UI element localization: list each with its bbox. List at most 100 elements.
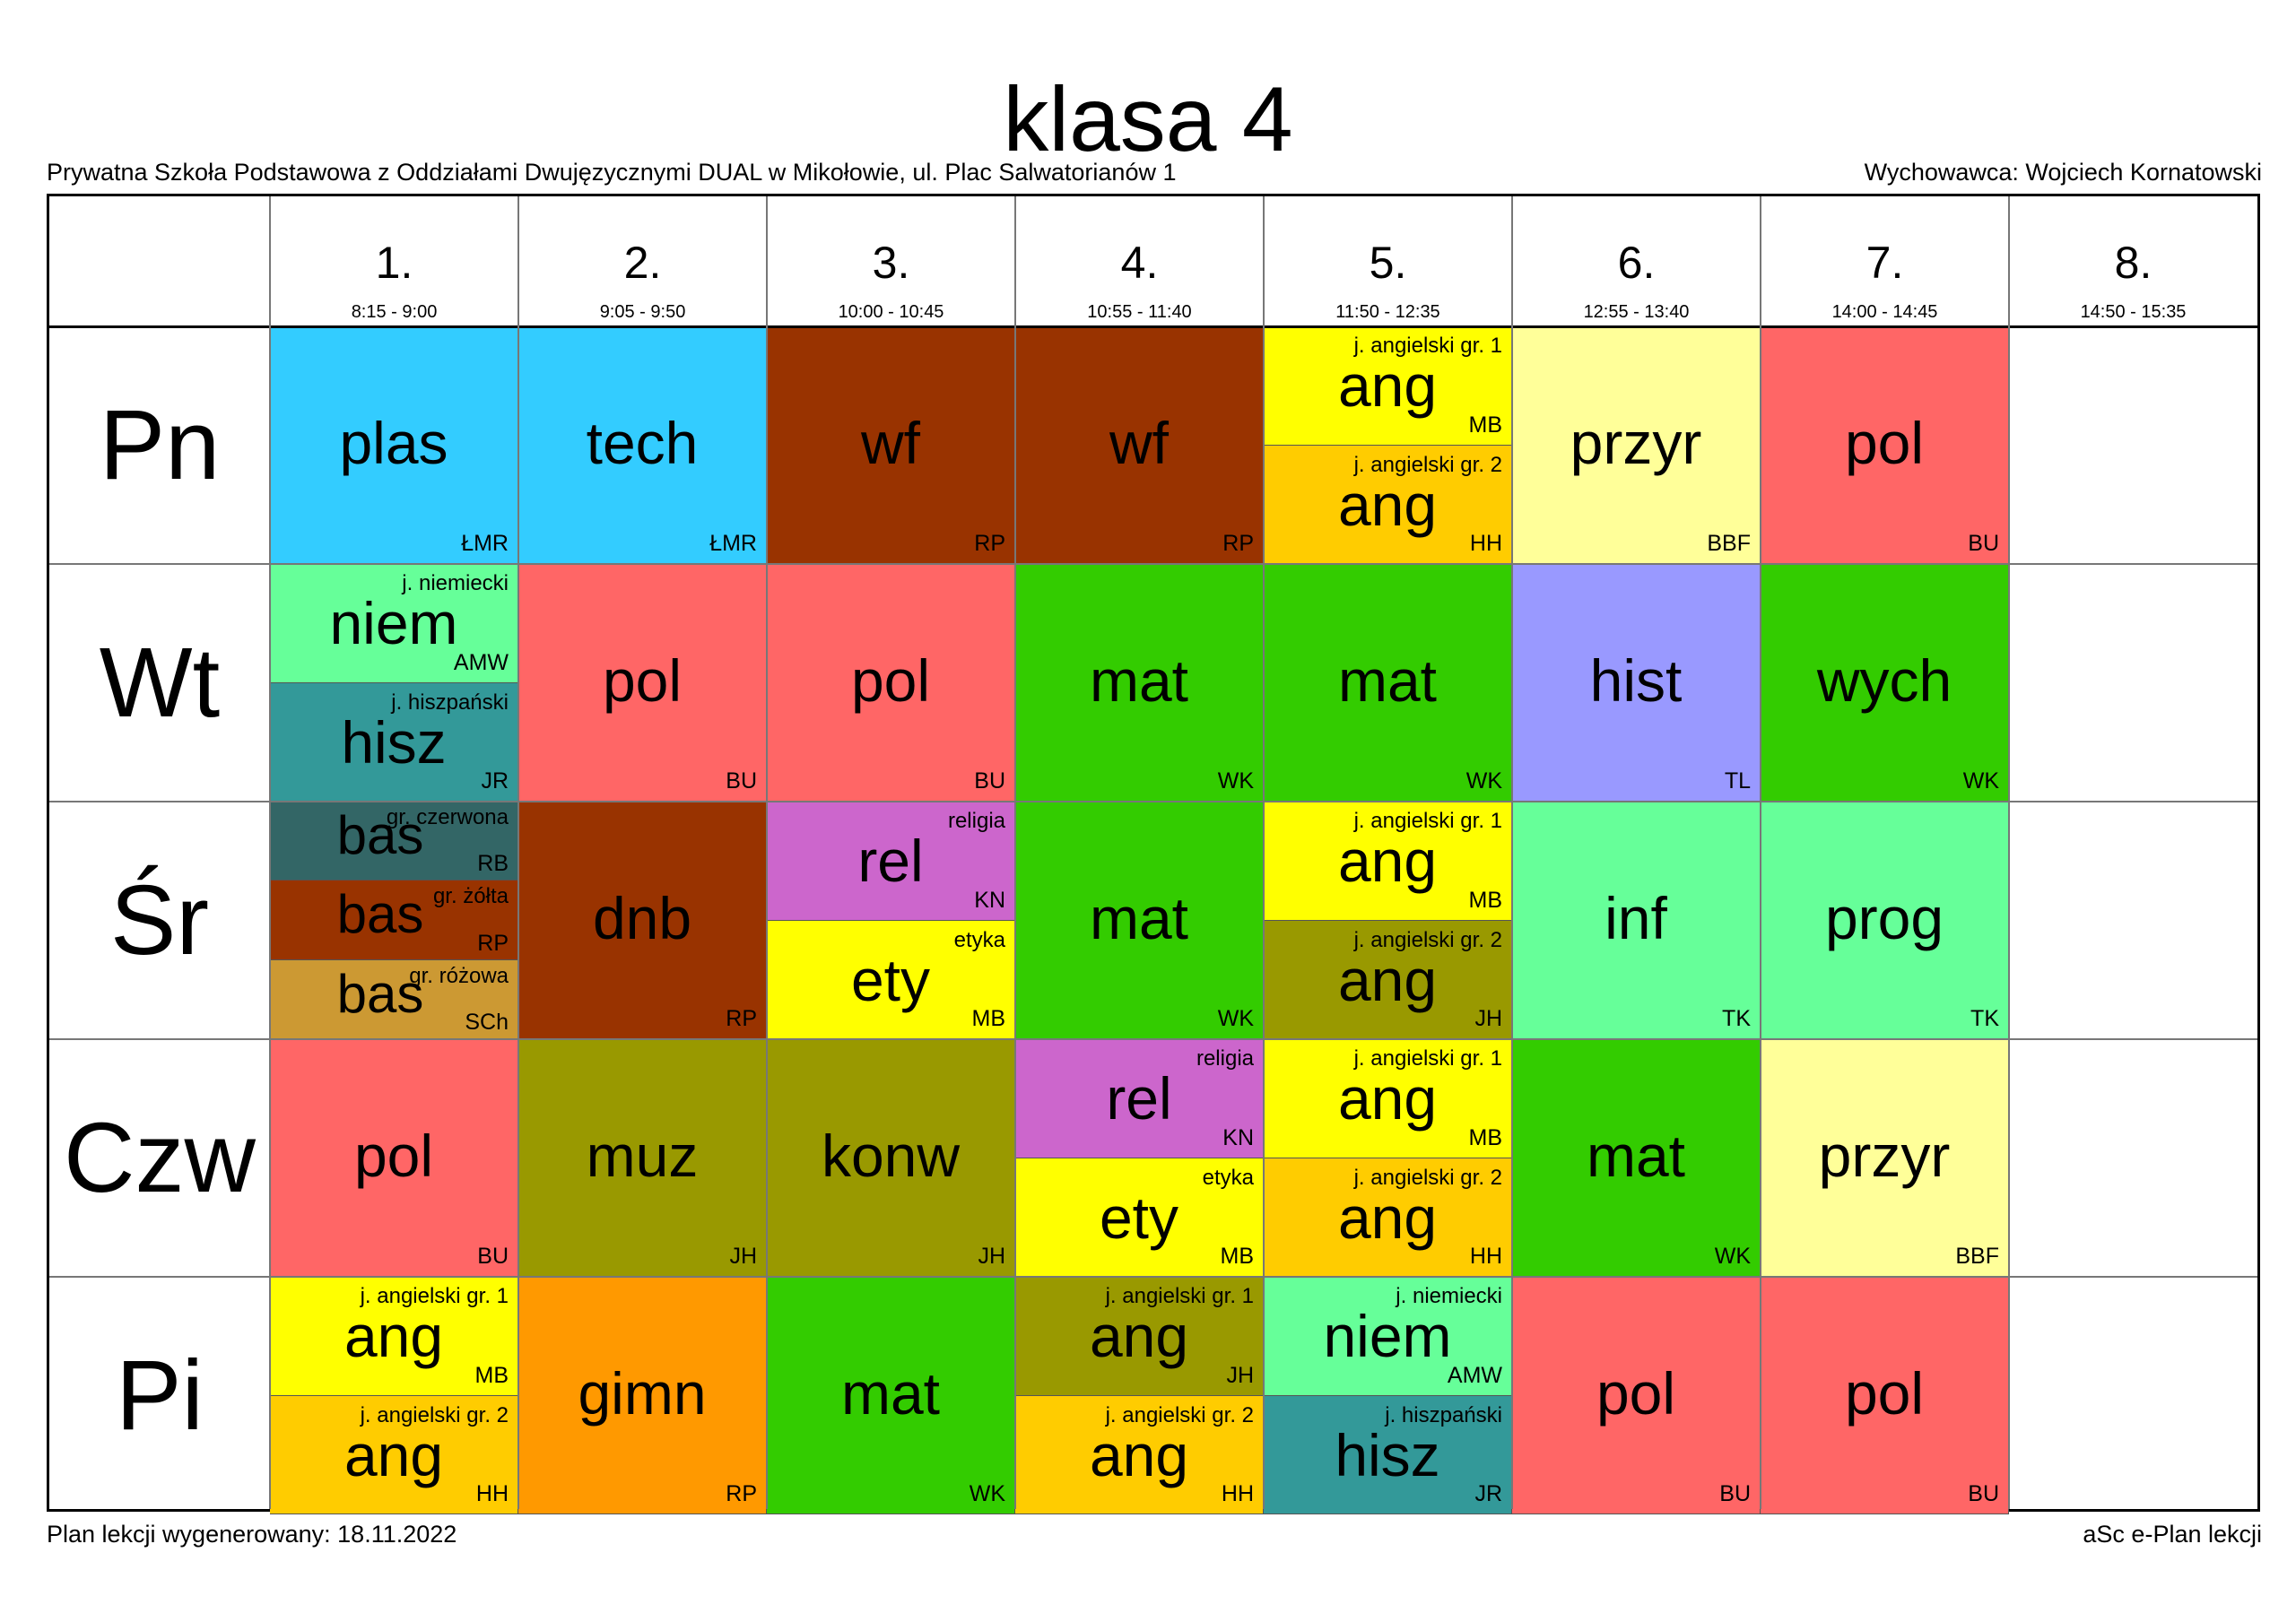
lesson-cell[interactable]: konw JH	[767, 1039, 1015, 1277]
lesson-cell[interactable]: mat WK	[767, 1277, 1015, 1514]
lesson-cell[interactable]: j. angielski gr. 1 ang MB	[1264, 1039, 1512, 1158]
lesson-cell[interactable]: inf TK	[1512, 802, 1761, 1039]
lesson-cell[interactable]: plas ŁMR	[270, 326, 518, 564]
lesson-subject: pol	[1844, 410, 1925, 476]
lesson-teacher: JH	[1226, 1362, 1254, 1388]
lesson-teacher: ŁMR	[461, 531, 509, 556]
lesson-subject: muz	[586, 1123, 699, 1189]
period-number: 6.	[1617, 238, 1656, 288]
lesson-group: j. angielski gr. 2	[360, 1402, 509, 1427]
lesson-group: j. angielski gr. 1	[1353, 334, 1502, 358]
lesson-cell[interactable]: gr. różowa bas SCh	[270, 959, 518, 1039]
lesson-cell[interactable]: pol BU	[518, 564, 767, 802]
lesson-cell[interactable]: etyka ety MB	[767, 920, 1015, 1039]
lesson-subject: ang	[1337, 352, 1438, 419]
header-divider	[49, 325, 2257, 328]
lesson-cell[interactable]: religia rel KN	[1015, 1039, 1264, 1158]
lesson-group: j. angielski gr. 1	[1105, 1284, 1254, 1308]
lesson-teacher: BBF	[1955, 1244, 1999, 1269]
lesson-cell[interactable]: mat WK	[1015, 564, 1264, 802]
row-divider	[49, 801, 2257, 802]
lesson-cell[interactable]: j. angielski gr. 2 ang HH	[1264, 445, 1512, 564]
lesson-teacher: JH	[729, 1244, 757, 1269]
lesson-subject: bas	[336, 963, 424, 1024]
lesson-cell[interactable]: j. hiszpański hisz JR	[270, 682, 518, 802]
lesson-group: etyka	[1202, 1165, 1254, 1190]
lesson-teacher: RP	[974, 531, 1005, 556]
lesson-teacher: MB	[474, 1362, 509, 1388]
day-row-header: Pi	[49, 1277, 270, 1514]
lesson-cell[interactable]: przyr BBF	[1761, 1039, 2009, 1277]
school-name: Prywatna Szkoła Podstawowa z Oddziałami …	[47, 159, 1177, 186]
lesson-teacher: TK	[1970, 1006, 1999, 1031]
lesson-cell[interactable]: pol BU	[1761, 326, 2009, 564]
lesson-teacher: JH	[1474, 1006, 1502, 1031]
lesson-cell[interactable]: j. angielski gr. 1 ang JH	[1015, 1277, 1264, 1396]
lesson-cell[interactable]: wych WK	[1761, 564, 2009, 802]
lesson-subject: mat	[1089, 885, 1189, 951]
lesson-cell[interactable]: przyr BBF	[1512, 326, 1761, 564]
lesson-cell[interactable]: pol BU	[1512, 1277, 1761, 1514]
lesson-cell[interactable]: hist TL	[1512, 564, 1761, 802]
period-time: 8:15 - 9:00	[351, 302, 438, 322]
day-name: Pi	[116, 1340, 204, 1451]
lesson-cell[interactable]: mat WK	[1015, 802, 1264, 1039]
period-time: 11:50 - 12:35	[1335, 302, 1440, 322]
lesson-subject: pol	[353, 1123, 434, 1189]
column-divider	[1760, 196, 1761, 1509]
day-row-header: Wt	[49, 564, 270, 802]
lesson-cell[interactable]: etyka ety MB	[1015, 1158, 1264, 1277]
period-header: 7. 14:00 - 14:45	[1761, 196, 2009, 326]
lesson-subject: pol	[602, 647, 683, 714]
lesson-cell[interactable]: j. angielski gr. 2 ang JH	[1264, 920, 1512, 1039]
lesson-group: j. niemiecki	[402, 571, 509, 595]
lesson-cell[interactable]: gr. żółta bas RP	[270, 880, 518, 960]
lesson-teacher: MB	[1468, 1124, 1503, 1150]
lesson-subject: bas	[336, 884, 424, 945]
lesson-cell[interactable]: pol BU	[767, 564, 1015, 802]
lesson-cell[interactable]: prog TK	[1761, 802, 2009, 1039]
lesson-cell[interactable]: tech ŁMR	[518, 326, 767, 564]
lesson-cell[interactable]: pol BU	[270, 1039, 518, 1277]
lesson-teacher: HH	[1469, 531, 1502, 556]
lesson-cell[interactable]: j. hiszpański hisz JR	[1264, 1395, 1512, 1514]
lesson-cell[interactable]: j. angielski gr. 2 ang HH	[270, 1395, 518, 1514]
lesson-teacher: RP	[726, 1481, 757, 1506]
lesson-cell[interactable]: gimn RP	[518, 1277, 767, 1514]
lesson-teacher: MB	[971, 1006, 1006, 1031]
lesson-cell[interactable]: j. niemiecki niem AMW	[270, 564, 518, 683]
lesson-teacher: JR	[1474, 1481, 1502, 1506]
lesson-cell[interactable]: wf RP	[1015, 326, 1264, 564]
lesson-group: religia	[1196, 1046, 1254, 1071]
day-name: Śr	[110, 865, 209, 976]
period-header: 6. 12:55 - 13:40	[1512, 196, 1761, 326]
lesson-group: j. hiszpański	[1385, 1402, 1502, 1427]
lesson-cell[interactable]: dnb RP	[518, 802, 767, 1039]
lesson-subject: gimn	[578, 1360, 707, 1427]
lesson-cell[interactable]: j. angielski gr. 2 ang HH	[1015, 1395, 1264, 1514]
lesson-cell[interactable]: j. angielski gr. 2 ang HH	[1264, 1158, 1512, 1277]
lesson-cell[interactable]: religia rel KN	[767, 802, 1015, 921]
lesson-cell[interactable]: pol BU	[1761, 1277, 2009, 1514]
lesson-cell[interactable]: j. angielski gr. 1 ang MB	[270, 1277, 518, 1396]
lesson-cell[interactable]: mat WK	[1264, 564, 1512, 802]
lesson-group: gr. czerwona	[386, 805, 509, 829]
lesson-subject: ang	[1337, 1184, 1438, 1251]
lesson-cell[interactable]: j. niemiecki niem AMW	[1264, 1277, 1512, 1396]
lesson-cell[interactable]: wf RP	[767, 326, 1015, 564]
lesson-cell[interactable]: j. angielski gr. 1 ang MB	[1264, 326, 1512, 446]
lesson-cell[interactable]: muz JH	[518, 1039, 767, 1277]
lesson-teacher: KN	[974, 887, 1005, 913]
period-time: 9:05 - 9:50	[599, 302, 686, 322]
lesson-group: j. angielski gr. 1	[1353, 809, 1502, 833]
period-number: 3.	[872, 238, 910, 288]
day-row-header: Pn	[49, 326, 270, 564]
lesson-teacher: AMW	[453, 649, 509, 675]
lesson-teacher: MB	[1468, 887, 1503, 913]
lesson-cell[interactable]: j. angielski gr. 1 ang MB	[1264, 802, 1512, 921]
lesson-group: j. angielski gr. 1	[1353, 1046, 1502, 1071]
lesson-cell[interactable]: gr. czerwona bas RB	[270, 802, 518, 881]
lesson-cell[interactable]: mat WK	[1512, 1039, 1761, 1277]
lesson-subject: tech	[586, 410, 699, 476]
lesson-subject: pol	[850, 647, 931, 714]
